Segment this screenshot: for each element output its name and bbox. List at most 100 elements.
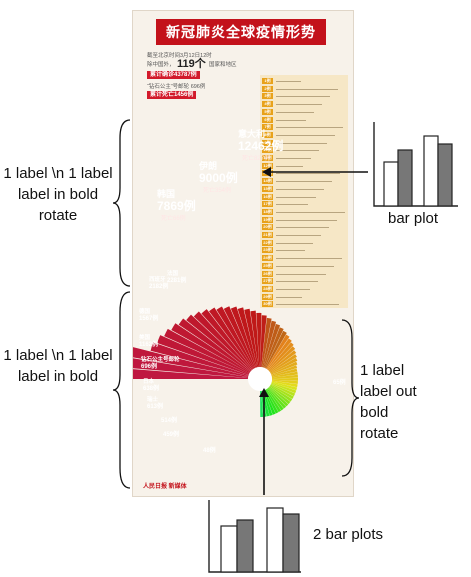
table-rank-badge: 12例 [262,162,273,169]
chart-country-name: 意大利 [238,128,265,139]
table-row: 29例 [262,293,346,302]
table-rank-badge: 10例 [262,147,273,154]
stat-country-suffix: 国家和地区 [209,62,237,68]
infographic-poster: 新冠肺炎全球疫情形势 截至北京时间3月12日12时 除中国外， 119个 国家和… [132,10,354,497]
table-row: 30例 [262,301,346,309]
table-rank-badge: 22例 [262,239,273,246]
chart-country-name: 韩国 [157,188,175,199]
chart-wedge [270,383,296,397]
table-row-text [276,104,322,106]
table-row-text [276,127,343,129]
table-row-text [276,265,334,267]
table-row-text [276,250,305,252]
table-row: 28例 [262,285,346,294]
chart-wedge [271,371,298,378]
arrow-icon [262,167,368,177]
table-row-text [276,111,314,113]
table-row-text [276,158,311,159]
chart-country-value: 1567例 [139,314,158,322]
table-row: 19例 [262,216,346,225]
table-rank-badge: 18例 [262,208,273,215]
table-rank-badge: 15例 [262,185,273,192]
chart-country-deaths: 死亡827例 [242,154,270,162]
chart-wedge [265,330,287,369]
table-rank-badge: 28例 [262,285,273,292]
chart-wedge [260,390,264,417]
table-row-text [276,165,303,167]
chart-wedge [264,389,279,414]
chart-country-value: 459例 [163,430,179,438]
table-row-text [276,88,338,90]
table-row: 20例 [262,224,346,232]
table-row-text [276,196,316,198]
bar-plot-icon [373,122,458,207]
table-rank-badge: 1例 [262,78,273,84]
chart-country-value: 514例 [161,416,177,424]
table-row-text [276,258,342,260]
caption-two-bar-plots: 2 bar plots [313,526,384,543]
table-row-text [276,173,340,175]
table-row: 4例 [262,101,346,109]
table-row-text [276,242,313,244]
chart-country-name: 日本 [143,377,155,385]
brace-icon [112,291,131,489]
table-rank-badge: 9例 [262,139,273,146]
chart-wedge [270,361,298,375]
table-row-text [276,211,345,213]
table-row-text [276,281,318,283]
chart-wedge [271,365,298,376]
table-rank-badge: 23例 [262,247,273,254]
chart-country-value: 9000例 [199,170,238,185]
table-row-text [276,219,337,221]
chart-wedge [237,307,258,368]
chart-wedge [268,346,296,372]
table-row-text [276,142,327,144]
stat-cruise: “钻石公主”号邮轮 696例 [147,84,206,90]
chart-wedge [150,342,249,377]
stat-deaths-box: 累计死亡1456例 [147,91,197,99]
chart-wedge [186,314,252,372]
chart-wedge [268,386,289,407]
chart-country-value: 2281例 [167,276,186,284]
table-row: 24例 [262,255,346,263]
table-rank-badge: 2例 [262,85,273,92]
table-row-text [276,134,335,136]
chart-country-deaths: 死亡66例 [161,214,186,222]
chart-wedge [270,357,298,374]
table-row: 27例 [262,278,346,286]
table-rank-badge: 26例 [262,270,273,277]
chart-wedge [216,306,255,369]
chart-wedge [271,368,298,377]
chart-wedge [133,358,249,378]
table-rank-badge: 7例 [262,124,273,131]
chart-wedge [271,381,298,391]
table-row: 23例 [262,247,346,255]
chart-wedge [178,318,251,373]
table-row: 5例 [262,108,346,117]
chart-wedge [271,379,298,385]
table-row-text [276,150,319,152]
chart-wedge [244,308,259,368]
caption-bar-plot: bar plot [388,210,439,227]
table-rank-badge: 25例 [262,262,273,269]
stat-country-count: 119个 [177,58,206,70]
stat-date: 截至北京时间3月12日12时 [147,53,212,59]
chart-wedge [262,320,277,368]
chart-country-value: 2182例 [149,282,168,290]
chart-wedge [267,387,287,409]
chart-wedge [263,323,281,368]
arrow-icon [259,388,269,495]
table-row: 12例 [262,162,346,171]
chart-country-value: 12462例 [238,138,283,153]
table-rank-badge: 14例 [262,178,273,185]
two-bar-plots-icon [208,500,301,573]
table-row: 6例 [262,116,346,125]
chart-wedge [269,386,291,405]
table-row-text [276,273,326,275]
chart-wedge [264,327,284,369]
chart-country-name: 瑞士 [147,395,159,403]
table-rank-badge: 30例 [262,301,273,308]
chart-country-name: 西班牙 [149,275,166,283]
table-rank-badge: 27例 [262,278,273,285]
